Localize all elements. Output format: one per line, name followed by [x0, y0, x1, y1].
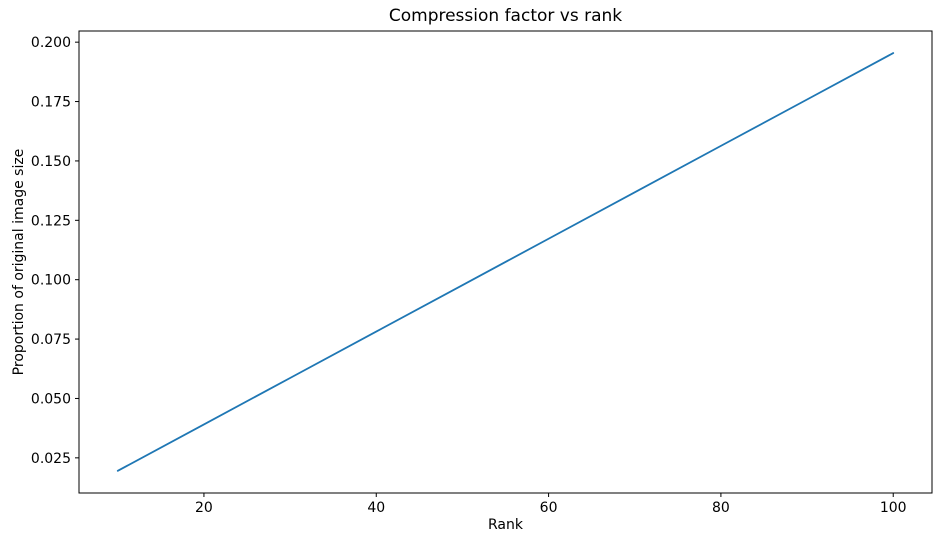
x-tick-label: 60 — [540, 500, 558, 516]
y-tick-label: 0.125 — [31, 213, 71, 229]
y-tick-label: 0.100 — [31, 273, 71, 289]
y-tick-label: 0.200 — [31, 35, 71, 51]
x-axis-label: Rank — [488, 517, 523, 533]
y-tick-label: 0.150 — [31, 154, 71, 170]
chart-title: Compression factor vs rank — [388, 6, 623, 26]
y-axis-label: Proportion of original image size — [11, 148, 27, 376]
y-tick-label: 0.050 — [31, 391, 71, 407]
x-tick-label: 100 — [880, 500, 907, 516]
y-tick-label: 0.075 — [31, 332, 71, 348]
x-tick-label: 40 — [367, 500, 385, 516]
y-tick-label: 0.175 — [31, 95, 71, 111]
data-line-compression-factor — [116, 52, 895, 472]
axes-spines — [78, 30, 933, 494]
y-tick-label: 0.025 — [31, 451, 71, 467]
x-tick-label: 20 — [195, 500, 213, 516]
x-tick-label: 80 — [712, 500, 730, 516]
